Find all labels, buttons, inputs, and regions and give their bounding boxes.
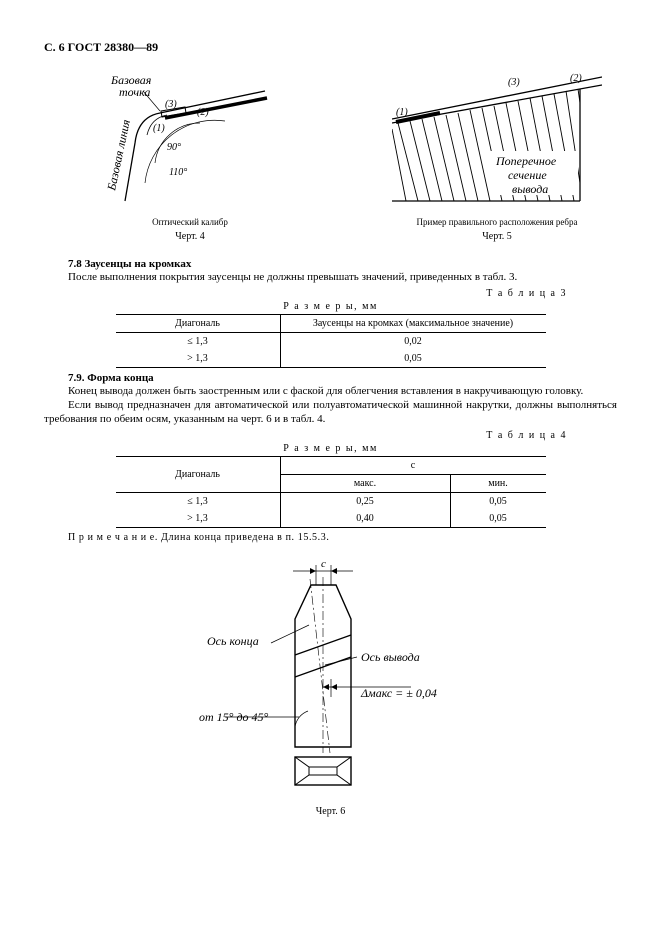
- fig5-n2: (2): [570, 73, 582, 84]
- fig5-caption-small: Пример правильного расположения ребра: [387, 217, 607, 227]
- t4-r1c2: 0,25: [280, 493, 450, 511]
- figure-5: Поперечное сечение вывода (1) (3) (2) Пр…: [387, 73, 607, 242]
- fig4-basepoint2: точка: [119, 85, 150, 99]
- t4-hmin: мин.: [450, 475, 546, 493]
- fig6-axis-lead: Ось вывода: [361, 650, 420, 664]
- t3-r1c2: 0,02: [280, 333, 546, 351]
- fig5-caption: Черт. 5: [387, 231, 607, 242]
- t4-h2: c: [280, 457, 546, 475]
- t3-h1: Диагональ: [116, 315, 281, 333]
- table-4: Диагональ c макс. мин. ≤ 1,3 0,25 0,05 >…: [116, 456, 546, 528]
- section-79-head: 7.9. Форма конца: [44, 372, 617, 384]
- t4-r1c3: 0,05: [450, 493, 546, 511]
- t4-h1: Диагональ: [116, 457, 281, 493]
- note-text: П р и м е ч а н и е. Длина конца приведе…: [44, 532, 617, 543]
- fig5-n1: (1): [396, 107, 408, 118]
- fig5-l2: сечение: [508, 168, 547, 182]
- fig6-delta: Δмакс = ± 0,04: [360, 686, 437, 700]
- fig6-caption: Черт. 6: [44, 806, 617, 817]
- table3-dim: Р а з м е р ы, мм: [44, 301, 617, 312]
- fig6-c: c: [321, 558, 326, 570]
- figure-4-svg: Базовая точка (3) (2) (1) 90° 110° Базов…: [105, 73, 275, 208]
- t4-hmax: макс.: [280, 475, 450, 493]
- t4-r2c2: 0,40: [280, 510, 450, 528]
- figure-6-svg: c Ось конца от 15° до 4: [181, 557, 481, 797]
- t3-r1c1: ≤ 1,3: [116, 333, 281, 351]
- t4-r2c3: 0,05: [450, 510, 546, 528]
- t3-h2: Заусенцы на кромках (максимальное значен…: [280, 315, 546, 333]
- fig5-n3: (3): [508, 77, 520, 88]
- fig5-l3: вывода: [512, 182, 548, 196]
- fig6-angle: от 15° до 45°: [199, 710, 269, 724]
- fig4-n2: (2): [197, 107, 209, 118]
- section-79-p2: Если вывод предназначен для автоматическ…: [44, 398, 617, 426]
- section-78-head: 7.8 Заусенцы на кромках: [44, 258, 617, 270]
- figure-6: c Ось конца от 15° до 4: [44, 557, 617, 817]
- fig4-a110: 110°: [169, 167, 187, 178]
- page-header: С. 6 ГОСТ 28380—89: [44, 40, 617, 55]
- table4-title: Т а б л и ц а 4: [44, 430, 617, 441]
- figure-4: Базовая точка (3) (2) (1) 90° 110° Базов…: [90, 73, 290, 242]
- t3-r2c2: 0,05: [280, 350, 546, 368]
- section-79-p1: Конец вывода должен быть заостренным или…: [44, 384, 617, 398]
- fig4-caption: Черт. 4: [90, 231, 290, 242]
- fig6-axis-end: Ось конца: [207, 634, 259, 648]
- fig4-n1: (1): [153, 123, 165, 134]
- section-78-p1: После выполнения покрытия заусенцы не до…: [44, 270, 617, 284]
- t3-r2c1: > 1,3: [116, 350, 281, 368]
- fig4-caption-small: Оптический калибр: [90, 217, 290, 227]
- t4-r2c1: > 1,3: [116, 510, 281, 528]
- figure-5-svg: Поперечное сечение вывода (1) (3) (2): [392, 73, 602, 208]
- figure-row: Базовая точка (3) (2) (1) 90° 110° Базов…: [44, 73, 617, 242]
- table3-title: Т а б л и ц а 3: [44, 288, 617, 299]
- fig5-l1: Поперечное: [495, 154, 557, 168]
- t4-r1c1: ≤ 1,3: [116, 493, 281, 511]
- fig4-n3: (3): [165, 99, 177, 110]
- fig4-a90: 90°: [167, 142, 181, 153]
- table4-dim: Р а з м е р ы, мм: [44, 443, 617, 454]
- table-3: Диагональ Заусенцы на кромках (максималь…: [116, 314, 546, 368]
